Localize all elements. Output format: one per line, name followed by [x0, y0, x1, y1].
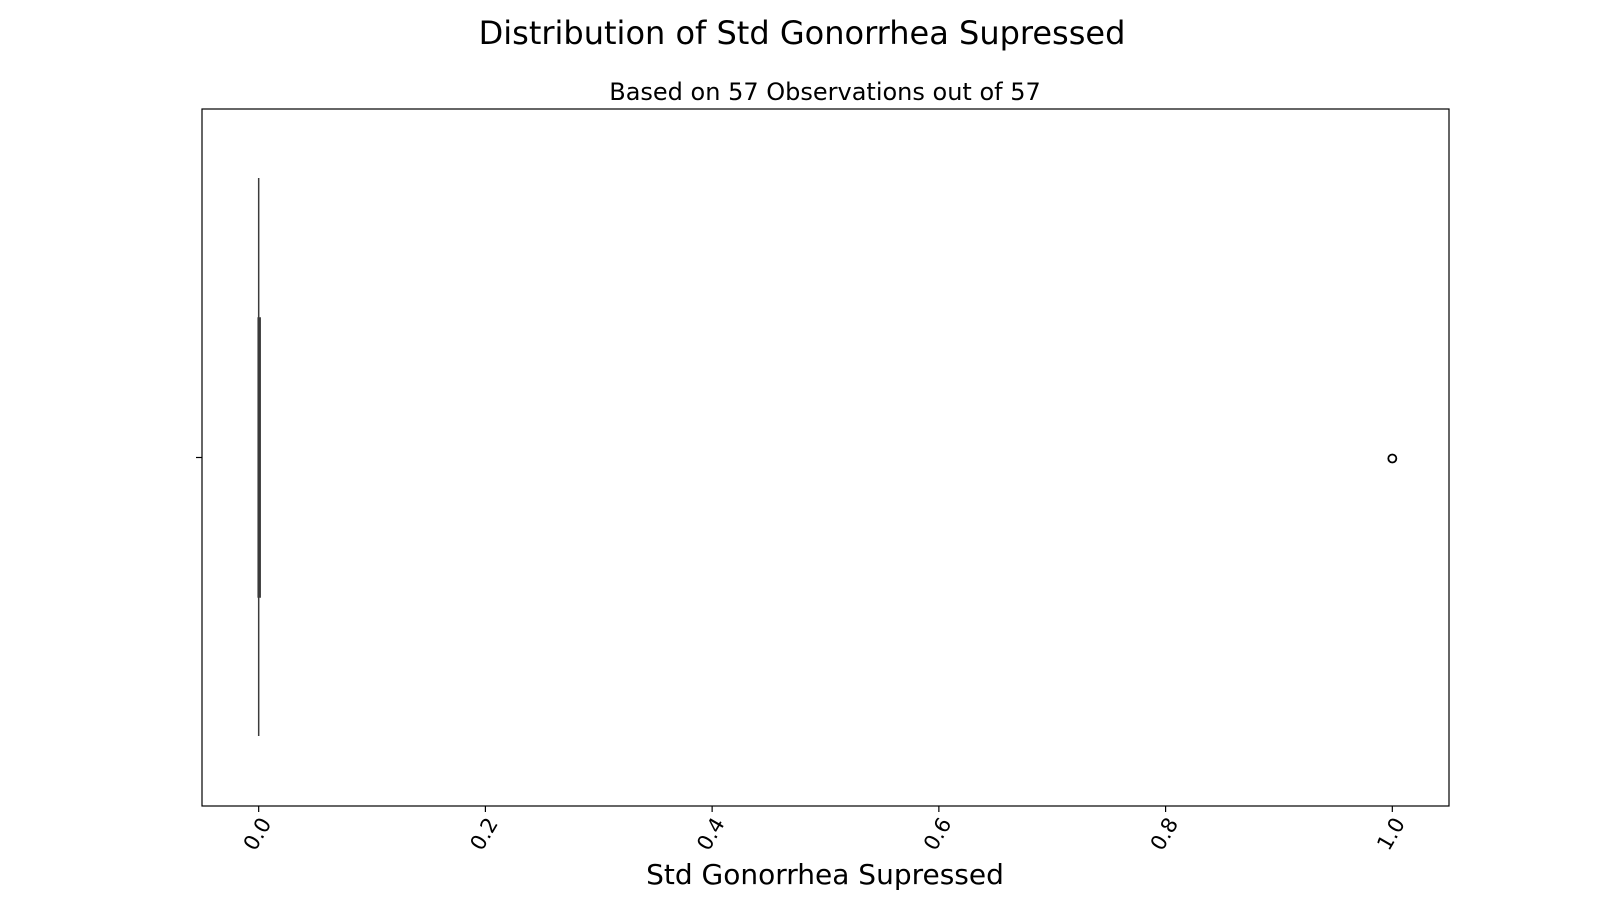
x-axis-label: Std Gonorrhea Supressed	[646, 858, 1004, 891]
x-tick-label: 0.6	[919, 814, 956, 855]
x-tick-label: 0.8	[1146, 814, 1183, 855]
axes-frame	[201, 108, 1450, 807]
x-axis-ticks: 0.0 0.2 0.4 0.6 0.8 1.0	[239, 806, 1410, 854]
x-tick-label: 0.0	[239, 814, 276, 855]
chart-title: Distribution of Std Gonorrhea Supressed	[479, 14, 1126, 52]
outlier-point	[1387, 453, 1398, 464]
x-tick-label: 0.4	[692, 814, 729, 855]
x-tick-label: 1.0	[1372, 814, 1409, 855]
chart-subtitle: Based on 57 Observations out of 57	[609, 78, 1041, 106]
x-tick-label: 0.2	[465, 814, 502, 855]
plot-area	[196, 108, 1450, 807]
